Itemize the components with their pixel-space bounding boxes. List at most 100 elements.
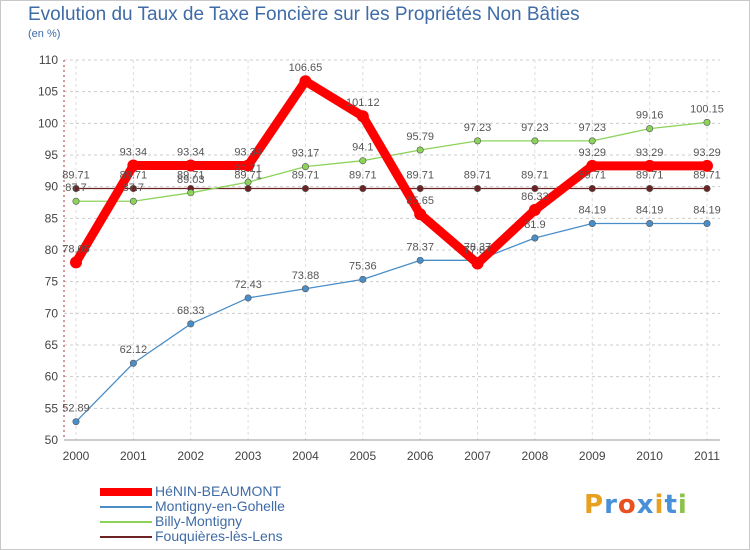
data-label: 89.71 [693, 170, 721, 182]
data-label: 87.7 [123, 182, 144, 194]
x-tick-label: 2011 [694, 449, 720, 463]
y-tick-label: 105 [38, 85, 58, 99]
data-point [531, 185, 539, 193]
data-label: 93.34 [120, 147, 148, 159]
legend-label: Montigny-en-Gohelle [155, 498, 285, 514]
data-label: 89.71 [636, 170, 664, 182]
data-point [244, 294, 252, 302]
data-point [359, 275, 367, 283]
data-point [474, 185, 482, 193]
data-point [72, 185, 80, 193]
data-point [129, 197, 137, 205]
x-tick-label: 2002 [177, 449, 204, 463]
data-label: 78.05 [62, 243, 90, 255]
x-tick-label: 2010 [636, 449, 663, 463]
data-label: 68.33 [177, 305, 205, 317]
data-point [416, 256, 424, 264]
data-point [588, 185, 596, 193]
x-tick-label: 2006 [407, 449, 434, 463]
data-label: 101.12 [346, 97, 380, 109]
y-tick-label: 90 [45, 180, 59, 194]
data-point [242, 159, 255, 172]
data-point [531, 234, 539, 242]
data-point [588, 137, 596, 145]
logo-letter: i [654, 490, 665, 520]
legend-label: Fouquières-lès-Lens [155, 528, 283, 544]
x-tick-label: 2003 [235, 449, 262, 463]
series-line [71, 76, 712, 268]
data-label: 62.12 [120, 344, 148, 356]
data-point [586, 159, 599, 172]
legend-swatch-montigny-en-gohelle [100, 506, 152, 508]
data-point [531, 137, 539, 145]
x-tick-label: 2007 [464, 449, 491, 463]
logo-letter: i [677, 490, 688, 520]
data-point [187, 320, 195, 328]
data-point [129, 185, 137, 193]
data-label: 89.71 [406, 170, 434, 182]
data-point [646, 185, 654, 193]
y-tick-label: 100 [38, 116, 58, 130]
data-point [127, 159, 140, 172]
data-point [129, 359, 137, 367]
data-label: 89.71 [579, 170, 607, 182]
data-label: 93.17 [292, 148, 320, 160]
data-label: 97.23 [464, 122, 492, 134]
data-label: 90.71 [234, 163, 262, 175]
data-label: 73.88 [292, 270, 320, 282]
data-label: 93.29 [693, 147, 721, 159]
data-point [416, 185, 424, 193]
logo-letter: x [636, 490, 655, 520]
data-point [703, 185, 711, 193]
data-point [187, 189, 195, 197]
logo-letter: r [604, 490, 618, 520]
data-label: 89.71 [292, 170, 320, 182]
data-label: 99.16 [636, 110, 664, 122]
data-label: 85.65 [406, 195, 434, 207]
y-tick-label: 75 [45, 275, 59, 289]
data-point [356, 110, 369, 123]
legend-label: HéNIN-BEAUMONT [155, 483, 282, 499]
data-point [72, 197, 80, 205]
y-tick-label: 55 [45, 401, 59, 415]
series-line [75, 222, 708, 423]
data-label: 75.36 [349, 260, 377, 272]
series-line [75, 121, 708, 202]
y-tick-label: 50 [45, 433, 59, 447]
data-point [184, 159, 197, 172]
x-tick-label: 2001 [120, 449, 147, 463]
logo-letter: t [664, 490, 678, 520]
data-point [701, 159, 713, 172]
data-point [72, 418, 80, 426]
data-label: 52.89 [62, 403, 90, 415]
data-label: 93.29 [579, 147, 607, 159]
data-label: 84.19 [579, 204, 607, 216]
data-label: 89.71 [234, 170, 262, 182]
data-point [244, 178, 252, 186]
data-point [301, 185, 309, 193]
legend-swatch-fouquieres-les-lens [100, 536, 152, 538]
data-point [471, 257, 484, 270]
data-label: 97.23 [521, 122, 549, 134]
data-label: 89.71 [464, 170, 492, 182]
data-label: 93.34 [234, 147, 262, 159]
data-point [414, 208, 427, 221]
logo-letter: o [617, 490, 637, 520]
data-point [703, 118, 711, 126]
data-point [359, 185, 367, 193]
data-point [474, 137, 482, 145]
chart-unit-label: (en %) [28, 28, 61, 40]
data-point [244, 185, 252, 193]
data-point [301, 285, 309, 293]
data-label: 78.37 [464, 241, 492, 253]
data-label: 72.43 [234, 279, 262, 291]
data-label: 106.65 [289, 62, 323, 74]
data-label: 100.15 [690, 103, 724, 115]
data-point [646, 219, 654, 227]
data-label: 93.34 [177, 147, 205, 159]
data-point [301, 163, 309, 171]
y-tick-label: 60 [45, 370, 59, 384]
data-label: 89.71 [120, 170, 148, 182]
y-tick-label: 70 [45, 306, 59, 320]
data-label: 97.23 [579, 122, 607, 134]
